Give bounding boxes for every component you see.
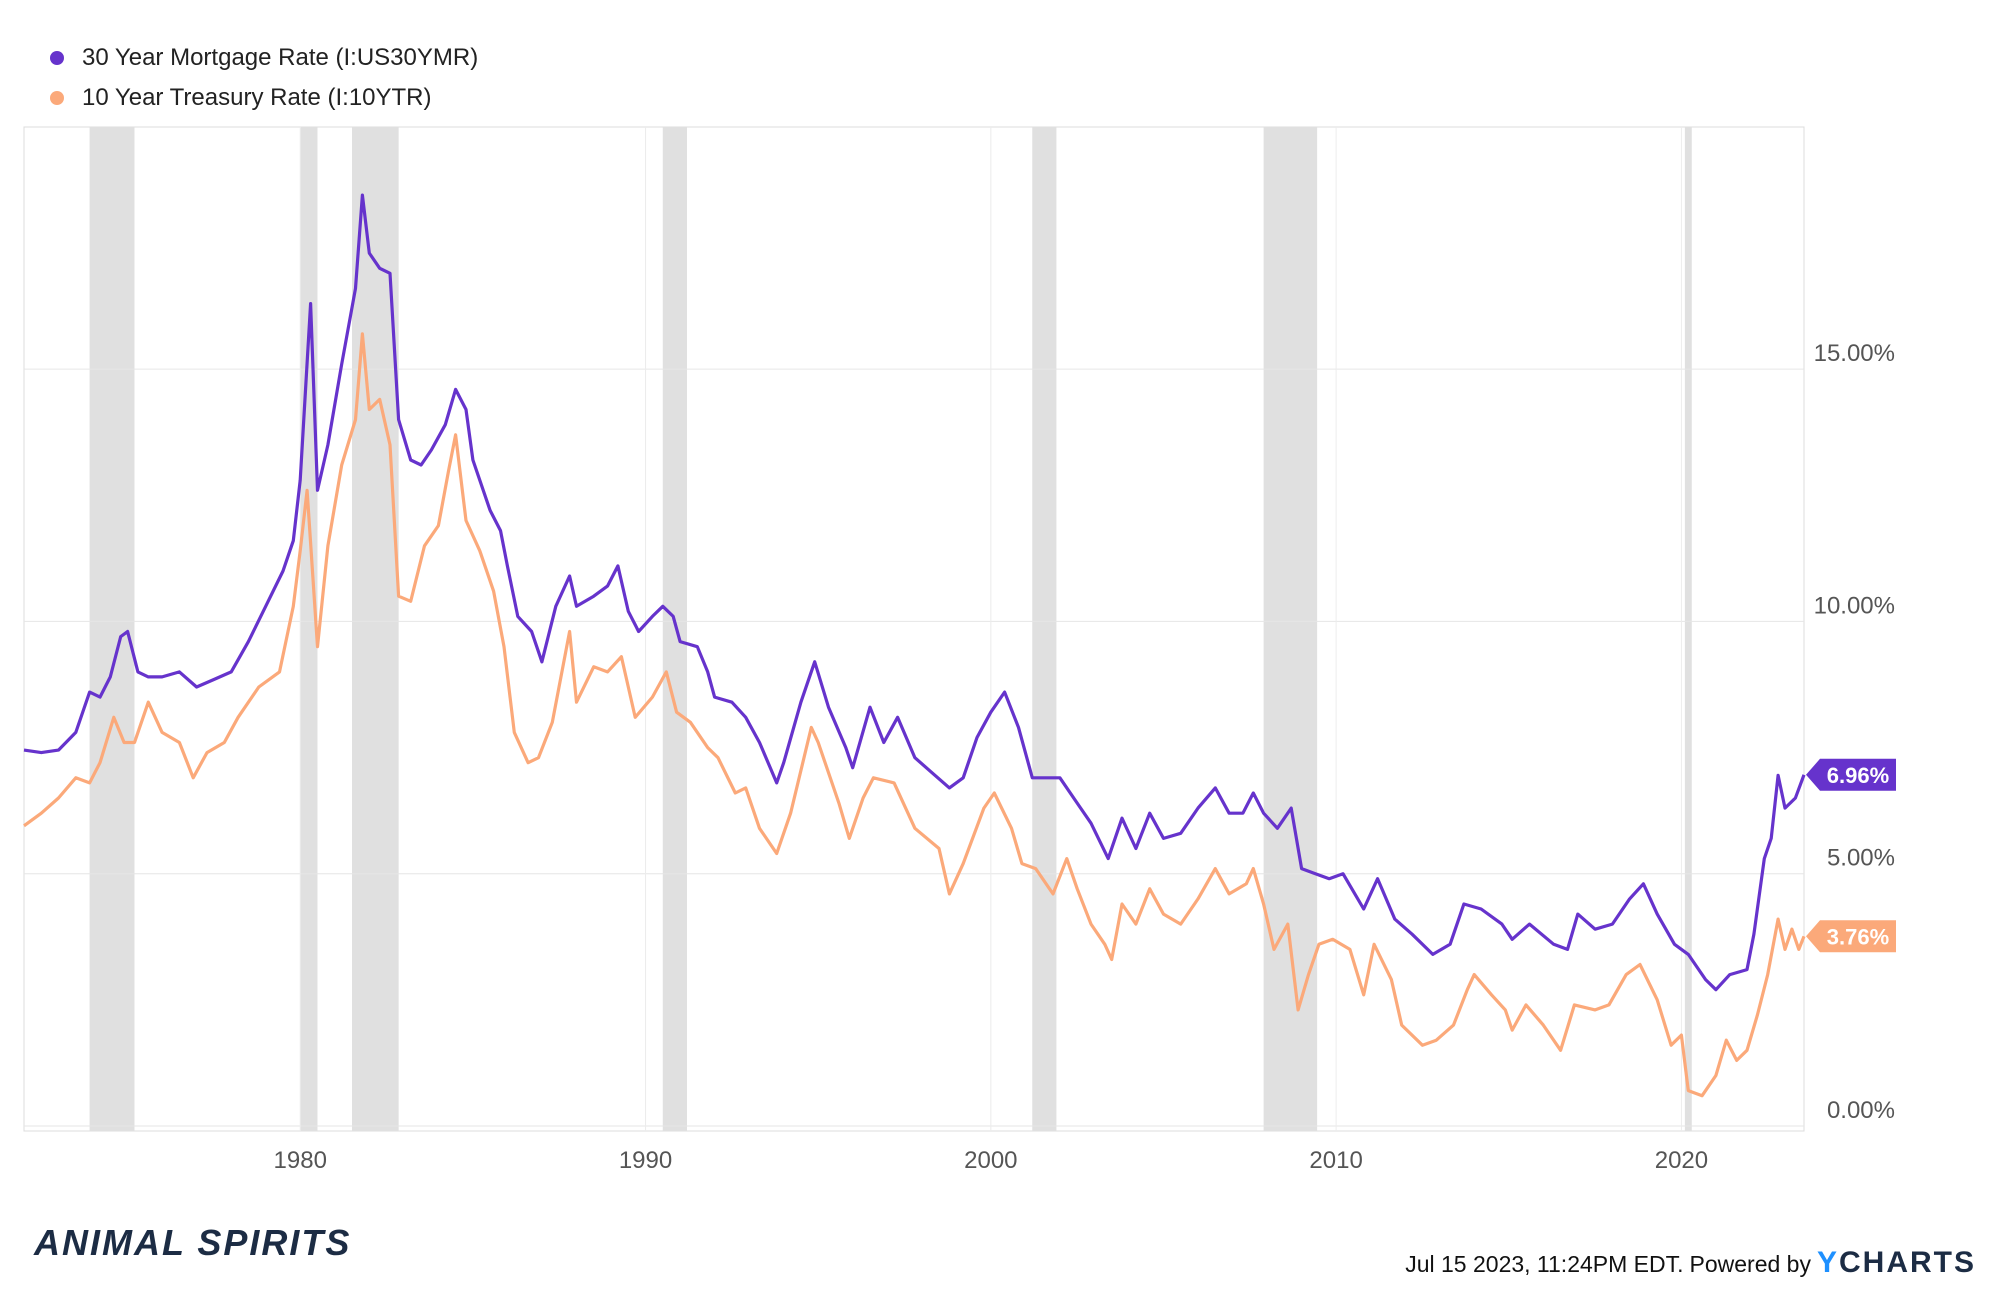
- end-label-badge-0: [1806, 758, 1896, 791]
- x-tick-label-4: 2020: [1655, 1147, 1708, 1174]
- ycharts-logo-y: Y: [1816, 1246, 1839, 1279]
- x-axis: 1980 1990 2000 2010 2020: [274, 1147, 1709, 1174]
- legend-dot-icon: [50, 51, 64, 65]
- series-line-1[interactable]: [23, 332, 1806, 1098]
- y-axis: 0.00% 5.00% 10.00% 15.00%: [1814, 340, 1895, 1124]
- footer-stamp: Jul 15 2023, 11:24PM EDT. Powered by YCH…: [1405, 1246, 1976, 1280]
- recession-band-4: [1032, 127, 1057, 1131]
- plot-area: [23, 126, 1805, 1132]
- ycharts-logo-text: CHARTS: [1839, 1246, 1976, 1279]
- x-tick-label-3: 2010: [1309, 1147, 1362, 1174]
- series-line-0[interactable]: [23, 193, 1806, 992]
- recession-band-6: [1684, 127, 1692, 1131]
- x-tick-label-2: 2000: [964, 1147, 1017, 1174]
- chart-legend: 30 Year Mortgage Rate (I:US30YMR) 10 Yea…: [50, 38, 478, 118]
- legend-label-treasury: 10 Year Treasury Rate (I:10YTR): [82, 84, 432, 111]
- recession-band-5: [1263, 127, 1318, 1131]
- recession-bands: [89, 127, 1692, 1131]
- end-label-text-1: 3.76%: [1827, 924, 1889, 949]
- gridlines: [24, 127, 1804, 1131]
- y-tick-label-3: 15.00%: [1814, 340, 1895, 367]
- animal-spirits-logo: ANIMAL SPIRITS: [34, 1222, 352, 1263]
- end-labels: 6.96% 3.76%: [1806, 758, 1896, 953]
- recession-band-3: [662, 127, 687, 1131]
- line-chart: 0.00% 5.00% 10.00% 15.00% 1980 1990 2000 2010 2…: [23, 126, 1896, 1174]
- series-lines: [23, 193, 1806, 1098]
- y-tick-label-1: 5.00%: [1827, 845, 1895, 872]
- y-tick-label-0: 0.00%: [1827, 1097, 1895, 1124]
- footer-date: Jul 15 2023, 11:24PM EDT.: [1405, 1251, 1684, 1277]
- y-tick-label-2: 10.00%: [1814, 592, 1895, 619]
- end-label-text-0: 6.96%: [1827, 763, 1889, 788]
- legend-item-treasury[interactable]: 10 Year Treasury Rate (I:10YTR): [50, 78, 478, 118]
- ycharts-logo[interactable]: YCHARTS: [1817, 1246, 1976, 1280]
- end-label-badge-1: [1806, 920, 1896, 953]
- footer-powered-by: Powered by: [1689, 1251, 1811, 1277]
- legend-dot-icon: [50, 91, 64, 105]
- x-tick-label-0: 1980: [274, 1147, 327, 1174]
- legend-item-mortgage[interactable]: 30 Year Mortgage Rate (I:US30YMR): [50, 38, 478, 78]
- recession-band-0: [89, 127, 135, 1131]
- x-tick-label-1: 1990: [619, 1147, 672, 1174]
- legend-label-mortgage: 30 Year Mortgage Rate (I:US30YMR): [82, 44, 479, 71]
